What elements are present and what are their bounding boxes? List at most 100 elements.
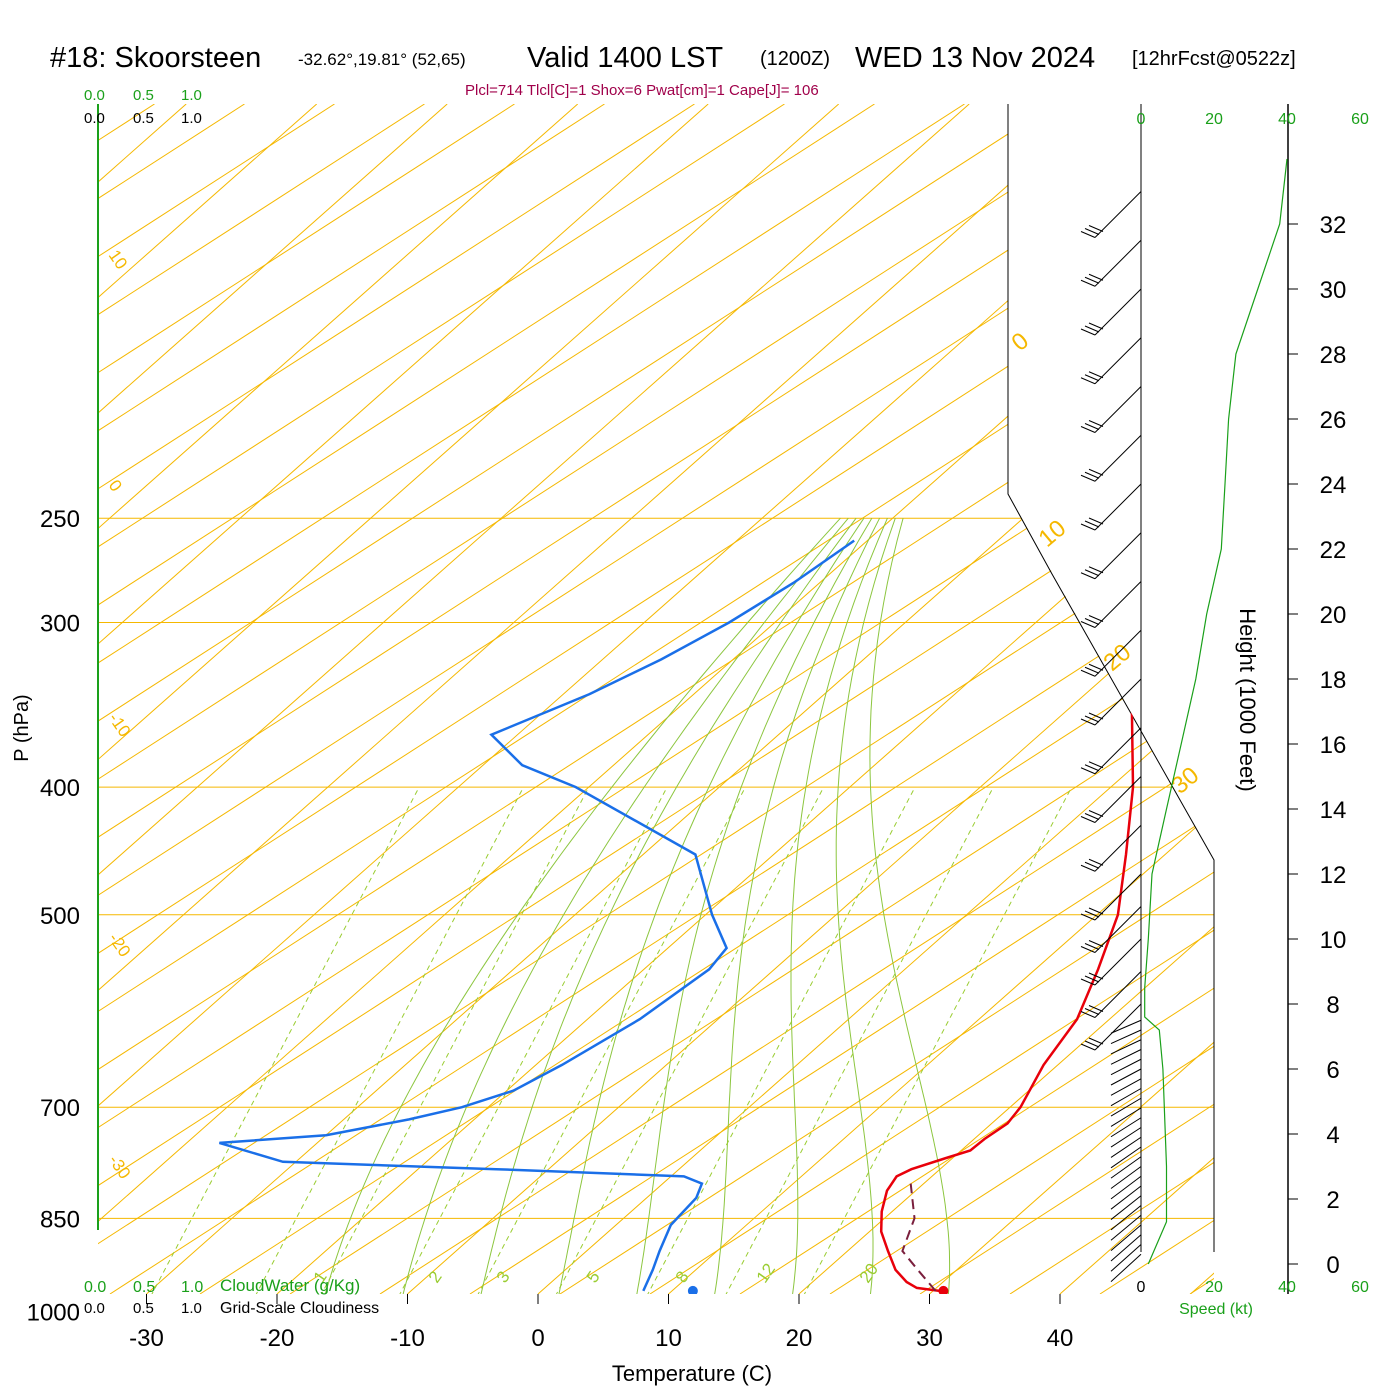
wind-barb-flag [1084,423,1100,430]
height-tick-label: 32 [1320,212,1347,239]
wind-barb [1110,1097,1142,1117]
mixing-ratio-label: 3 [493,1268,514,1287]
dry-adiabat-line [98,104,1214,1294]
pressure-tick-label: 700 [40,1095,80,1122]
speed-tick-top: 40 [1278,111,1296,128]
temperature-surface-point [938,1285,949,1294]
dry-adiabat-line [469,104,1214,1294]
wind-barb-flag [1084,471,1100,479]
wind-barb-flag [1084,228,1100,235]
wind-barb [1094,288,1142,336]
cloud-scale-top-green: 0.5 [133,87,154,104]
dry-adiabat-line [98,104,965,1294]
isotherm-line [98,104,1101,1294]
wind-barb-flag [1080,767,1096,775]
mixing-ratio-label: 5 [583,1268,604,1287]
isotherm-line [98,104,709,1294]
dry-adiabat-line [98,104,1214,1294]
dry-adiabat-line [98,104,785,1294]
wind-barb-flag [1084,276,1100,284]
cloud-scale-bottom-black: 0.5 [133,1300,154,1317]
isotherm-label: -30 [105,1151,135,1182]
wind-barb-flag [1088,273,1104,281]
wind-barb [1110,1244,1142,1272]
wind-barb [1110,1088,1142,1107]
dry-adiabat-line [649,104,1214,1294]
mixing-ratio-line [237,786,524,1294]
height-tick-label: 28 [1320,342,1347,369]
wind-barb-flag [1084,715,1100,723]
wind-barb-flag [1088,712,1104,720]
moist-adiabat-line [551,517,865,1294]
dry-adiabat-line [98,104,875,1294]
speed-tick-top: 60 [1351,111,1369,128]
dry-adiabat-line [98,104,245,1294]
wind-barb [1094,581,1142,628]
wind-barb [1110,1078,1142,1096]
dry-adiabat-line [559,104,1214,1294]
isotherm-line [537,104,1214,1294]
wind-barb-flag [1080,621,1096,628]
dry-adiabat-line [98,104,1214,1294]
cloud-scale-top-green: 1.0 [181,87,202,104]
wind-barb-flag [1080,669,1096,677]
mixing-ratio-line [538,786,825,1294]
dry-adiabat-line [829,104,1214,1294]
height-tick-label: 8 [1326,992,1339,1019]
moist-adiabat-line [707,517,881,1294]
wind-barb-flag [1080,978,1096,986]
dry-adiabat-line [98,104,1145,1294]
dry-adiabat-line [98,104,1214,1294]
wind-barb [1110,1224,1142,1251]
temperature-tick-label: 20 [786,1325,813,1352]
wind-barb [1110,1214,1142,1241]
temperature-profile [879,540,1135,1293]
isotherm-line [276,104,1214,1294]
wind-barb [1094,386,1142,433]
temperature-tick-label: 0 [531,1325,544,1352]
wind-barb [1110,1029,1142,1045]
wind-barb [1094,1003,1142,1051]
moist-adiabat-line [785,518,888,1294]
moist-adiabat-line [835,518,896,1294]
wind-barb-flag [1084,1008,1100,1015]
mixing-ratio-label: 8 [672,1268,693,1287]
height-tick-label: 14 [1320,797,1347,824]
x-axis-title: Temperature (C) [612,1361,772,1386]
wind-barb-flag [1080,913,1096,921]
height-tick-label: 24 [1320,472,1347,499]
mixing-ratio-line [381,786,668,1294]
wind-barb-flag [1088,940,1104,947]
isotherm-line [98,104,840,1294]
wind-barb-flag [1088,1005,1104,1012]
cloud-scale-top-black: 1.0 [181,110,202,127]
y-axis-title: P (hPa) [11,694,33,761]
dry-adiabat-line [98,104,1214,1294]
wind-speed-profile [1144,158,1288,1265]
isotherm-label: 10 [105,246,131,272]
cloudiness-label: Grid-Scale Cloudiness [220,1300,379,1317]
wind-barb-flag [1088,371,1104,379]
wind-barb [1110,1205,1142,1231]
temperature-tick-label: 10 [655,1325,682,1352]
dry-adiabat-line [379,104,1214,1294]
mixing-ratio-line [133,786,420,1294]
wind-barb [1094,629,1142,677]
moist-adiabat-line [316,517,841,1294]
wind-barb-flag [1080,523,1096,531]
speed-tick-bottom: 0 [1137,1279,1146,1296]
height-tick-label: 2 [1326,1187,1339,1214]
speed-tick-bottom: 20 [1205,1279,1223,1296]
mixing-ratio-line [459,786,746,1294]
isotherm-line [98,104,1214,1294]
pressure-tick-label: 850 [40,1206,80,1233]
pressure-tick-label: 250 [40,506,80,533]
speed-tick-top: 20 [1205,111,1223,128]
isotherm-line [98,104,970,1294]
isotherm-label: 30 [1167,762,1205,800]
wind-barb-flag [1084,374,1100,382]
temperature-tick-label: 30 [916,1325,943,1352]
wind-barb [1094,727,1142,775]
temperature-tick-label: -10 [390,1325,425,1352]
isotherm-label: 20 [1099,639,1137,677]
